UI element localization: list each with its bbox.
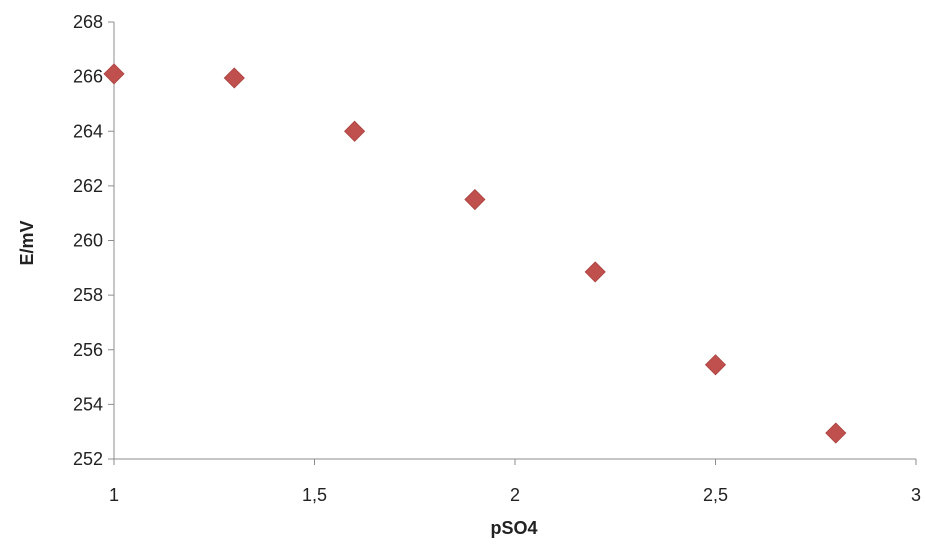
data-point xyxy=(704,354,727,376)
x-tick-label: 1,5 xyxy=(302,485,327,505)
y-axis-title: E/mV xyxy=(17,220,37,265)
x-tick-label: 2,5 xyxy=(703,485,728,505)
y-axis: 252 254 256 258 260 262 264 266 268 xyxy=(73,12,115,469)
x-axis-title: pSO4 xyxy=(490,518,537,538)
x-tick-label: 2 xyxy=(510,485,520,505)
y-tick-label: 252 xyxy=(73,449,103,469)
y-tick-label: 264 xyxy=(73,121,103,141)
data-point xyxy=(825,422,847,444)
y-tick-label: 256 xyxy=(73,340,103,360)
y-tick-label: 258 xyxy=(73,285,103,305)
data-point xyxy=(344,120,366,142)
data-series xyxy=(103,63,847,444)
data-point xyxy=(223,67,245,89)
y-tick-label: 254 xyxy=(73,394,103,414)
x-axis: 1 1,5 2 2,5 3 xyxy=(109,458,921,505)
y-tick-label: 268 xyxy=(73,12,103,32)
data-point xyxy=(464,188,486,211)
y-tick-label: 262 xyxy=(73,176,103,196)
y-tick-label: 266 xyxy=(73,67,103,87)
x-tick-label: 3 xyxy=(911,485,921,505)
data-point xyxy=(103,63,125,85)
data-point xyxy=(584,261,606,283)
x-tick-label: 1 xyxy=(109,485,119,505)
y-tick-label: 260 xyxy=(73,231,103,251)
